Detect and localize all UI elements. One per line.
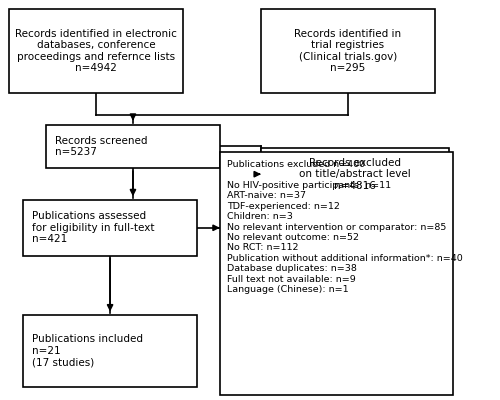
Text: Publications assessed
for eligibility in full-text
n=421: Publications assessed for eligibility in… [32, 211, 155, 244]
FancyBboxPatch shape [10, 9, 184, 93]
FancyBboxPatch shape [23, 315, 197, 387]
FancyBboxPatch shape [261, 148, 448, 200]
Text: Publications included
n=21
(17 studies): Publications included n=21 (17 studies) [32, 334, 144, 368]
Text: Records identified in electronic
databases, conference
proceedings and refernce : Records identified in electronic databas… [16, 29, 177, 74]
Text: Publications excluded n=400

No HIV-positive participants: n=11
ART-naive: n=37
: Publications excluded n=400 No HIV-posit… [227, 160, 462, 294]
Text: Records screened
n=5237: Records screened n=5237 [55, 136, 148, 157]
FancyBboxPatch shape [220, 152, 454, 395]
Text: Records identified in
trial registries
(Clinical trials.gov)
n=295: Records identified in trial registries (… [294, 29, 402, 74]
Text: Records excluded
on title/abstract level
n=4816: Records excluded on title/abstract level… [299, 158, 411, 191]
FancyBboxPatch shape [261, 9, 435, 93]
FancyBboxPatch shape [23, 200, 197, 256]
FancyBboxPatch shape [46, 124, 220, 168]
